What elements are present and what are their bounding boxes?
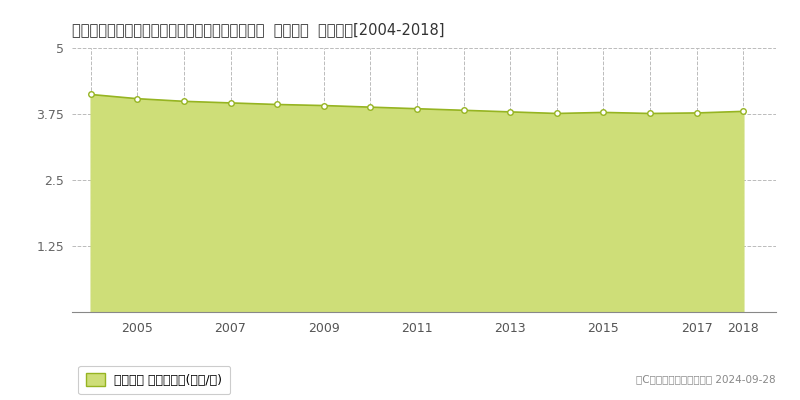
Text: 茨城県那珂郡東海村大字豊岡字西の妻４６０番２  基準地価  地価推移[2004-2018]: 茨城県那珂郡東海村大字豊岡字西の妻４６０番２ 基準地価 地価推移[2004-20…	[72, 22, 445, 37]
Legend: 基準地価 平均坪単価(万円/坪): 基準地価 平均坪単価(万円/坪)	[78, 366, 230, 394]
Text: （C）土地価格ドットコム 2024-09-28: （C）土地価格ドットコム 2024-09-28	[636, 374, 776, 384]
